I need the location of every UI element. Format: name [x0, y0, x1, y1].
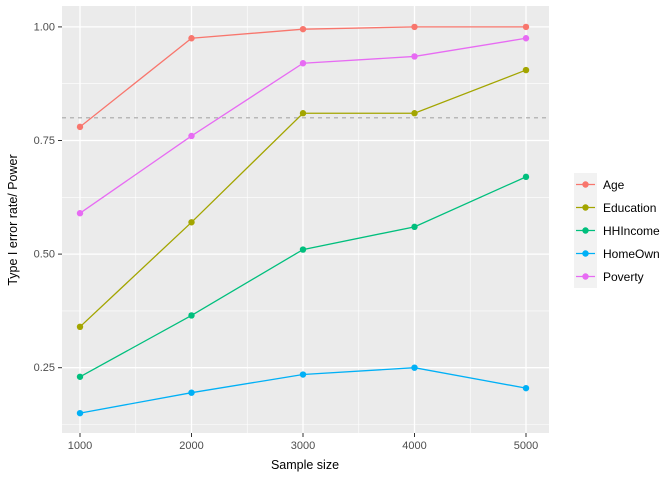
- y-axis-title: Type I error rate/ Power: [6, 154, 20, 286]
- data-point-hhincome: [299, 246, 307, 253]
- legend-item-age: Age: [574, 173, 660, 196]
- data-point-poverty: [188, 132, 195, 140]
- data-point-age: [299, 25, 307, 33]
- legend-item-education: Education: [574, 196, 660, 219]
- data-point-poverty: [299, 60, 307, 67]
- data-point-hhincome: [411, 223, 418, 231]
- data-point-education: [299, 110, 307, 117]
- legend-item-homeown: HomeOwn: [574, 242, 660, 265]
- data-point-homeown: [299, 371, 307, 378]
- data-point-homeown: [411, 364, 418, 371]
- legend-item-poverty: Poverty: [574, 265, 660, 288]
- y-tick-label: 1.00: [34, 21, 55, 33]
- data-point-hhincome: [76, 373, 84, 380]
- data-point-poverty: [522, 35, 530, 42]
- legend-key-glyph: [576, 273, 595, 280]
- x-tick-label: 1000: [68, 440, 92, 452]
- x-tick-label: 4000: [402, 440, 426, 452]
- y-tick-label: 0.25: [34, 362, 55, 374]
- legend-key-glyph: [576, 204, 595, 211]
- data-point-education: [76, 323, 84, 331]
- legend-label: Poverty: [603, 269, 644, 284]
- data-point-education: [188, 219, 195, 226]
- data-point-age: [188, 35, 195, 42]
- data-point-homeown: [522, 384, 530, 392]
- data-point-education: [411, 110, 418, 117]
- legend-item-hhincome: HHIncome: [574, 219, 660, 242]
- legend-key-icon: [574, 173, 597, 196]
- x-axis-title: Sample size: [270, 458, 340, 472]
- legend-key-glyph: [576, 250, 595, 257]
- y-tick-label: 0.75: [34, 135, 55, 147]
- data-point-homeown: [188, 389, 195, 396]
- legend-key-glyph: [576, 181, 595, 188]
- data-point-poverty: [411, 53, 418, 60]
- data-point-age: [411, 23, 418, 31]
- legend-label: HHIncome: [603, 223, 660, 238]
- legend-label: Education: [603, 200, 657, 215]
- data-point-poverty: [76, 210, 84, 217]
- y-tick-label: 0.50: [34, 249, 55, 261]
- legend-key-icon: [574, 219, 597, 242]
- legend: Age Education HHIncome HomeOwn Poverty: [574, 173, 660, 288]
- data-point-education: [522, 66, 530, 74]
- legend-key-glyph: [576, 227, 595, 234]
- data-point-hhincome: [188, 312, 195, 319]
- x-tick-label: 3000: [291, 440, 315, 452]
- data-point-hhincome: [522, 173, 530, 181]
- data-point-homeown: [76, 409, 84, 417]
- legend-label: Age: [603, 177, 625, 192]
- legend-key-icon: [574, 265, 597, 288]
- data-point-age: [522, 23, 530, 31]
- panel-background: [62, 6, 549, 433]
- x-tick-label: 5000: [514, 440, 538, 452]
- x-tick-label: 2000: [179, 440, 203, 452]
- legend-key-icon: [574, 242, 597, 265]
- legend-label: HomeOwn: [603, 246, 660, 261]
- data-point-age: [76, 123, 84, 131]
- legend-key-icon: [574, 196, 597, 219]
